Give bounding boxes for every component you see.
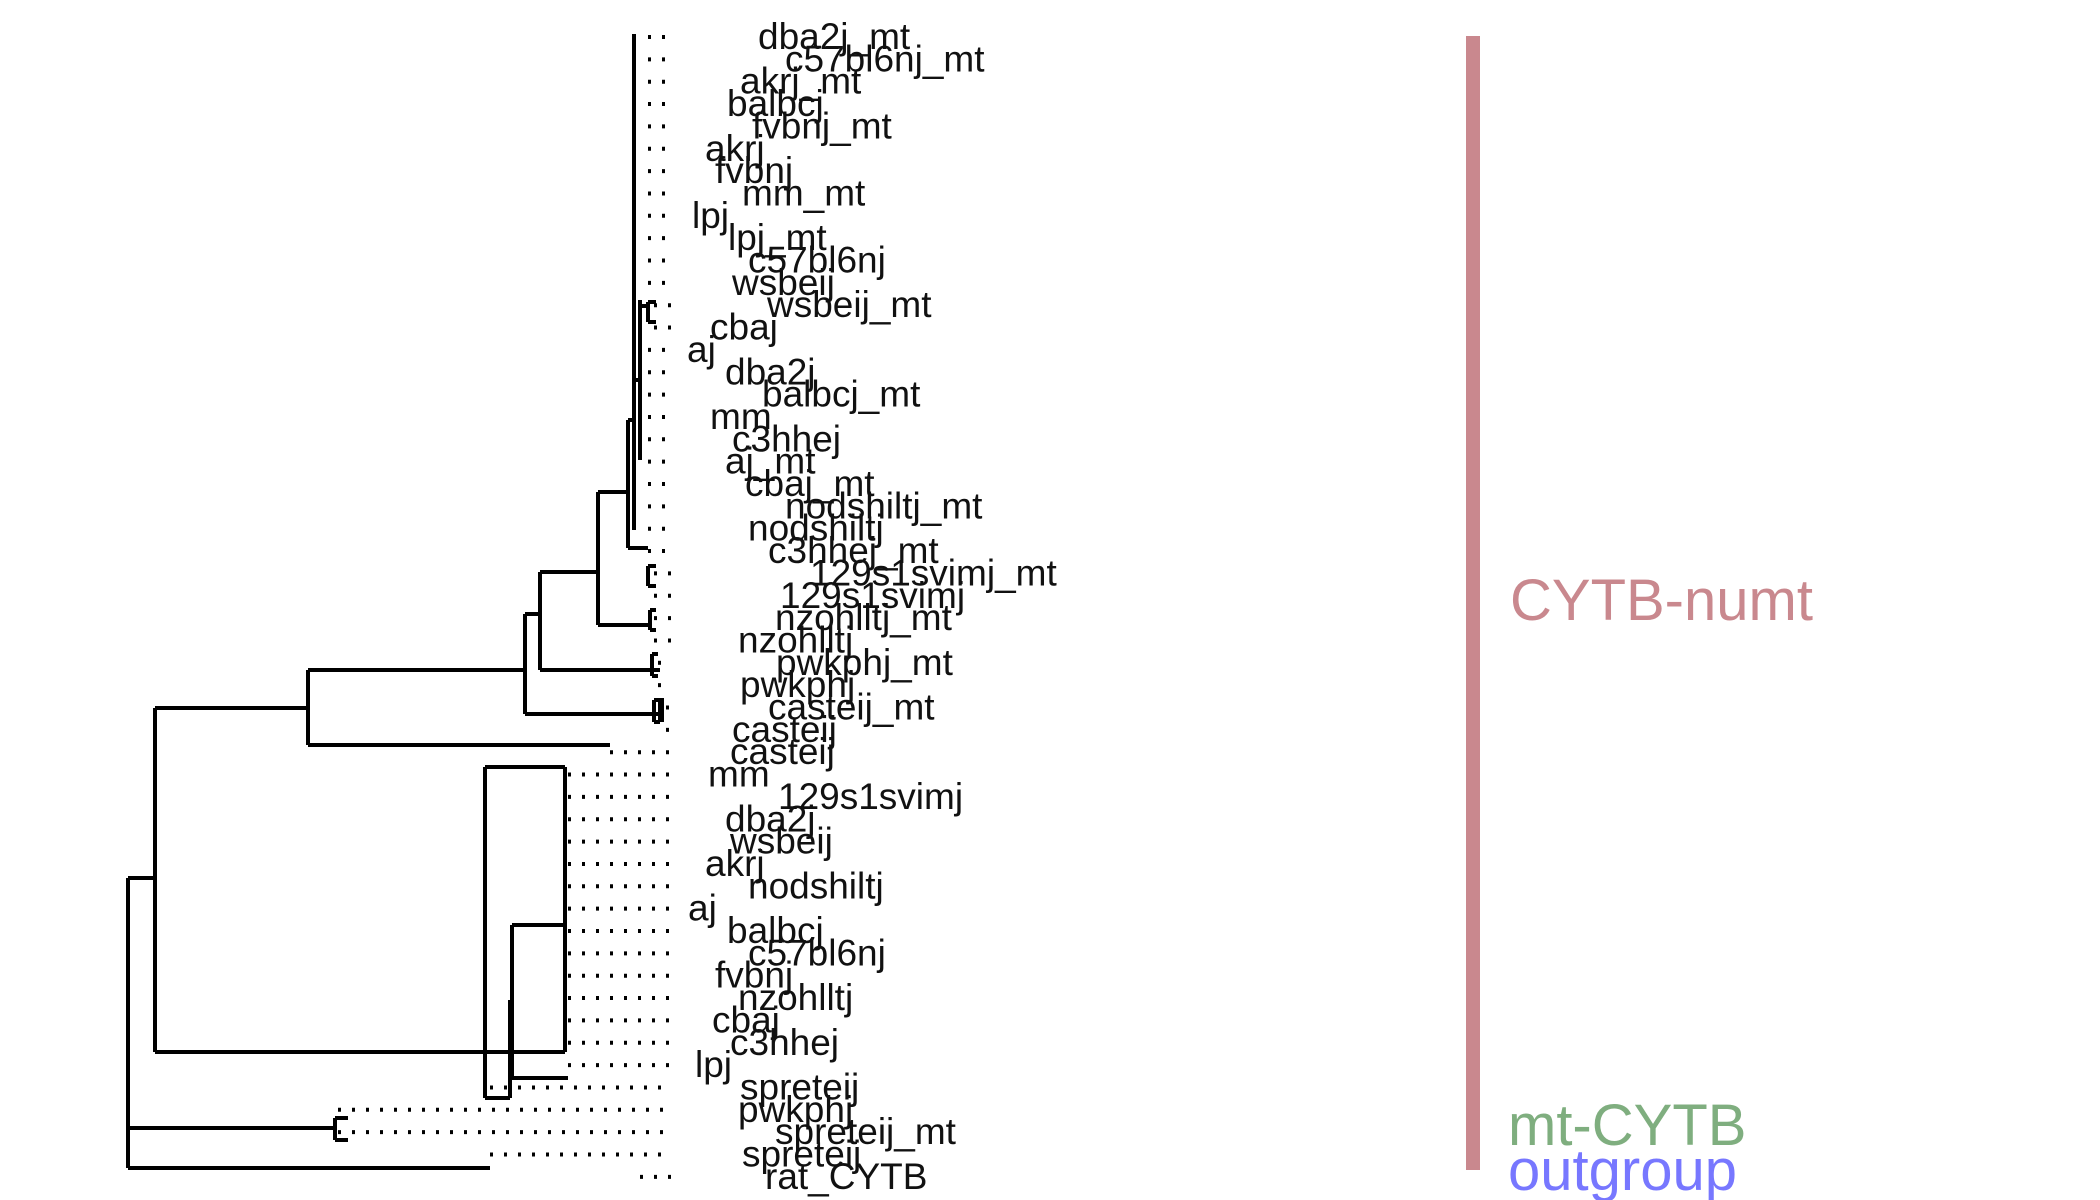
- cytb-numt-clade-label: CYTB-numt: [1510, 568, 1813, 633]
- tip-label: spreteij_mt: [775, 1111, 957, 1152]
- tip-label: balbcj: [727, 910, 824, 951]
- tip-label: spreteij: [740, 1066, 859, 1107]
- tip-label: mm: [708, 754, 770, 795]
- tip-label: nodshiltj: [748, 508, 884, 549]
- tip-label: nzohlltj: [738, 977, 853, 1018]
- tip-label: c57bl6nj: [748, 240, 886, 281]
- tip-label: lpj: [695, 1044, 732, 1085]
- tip-label: akrj: [705, 843, 765, 884]
- tip-label: wsbeij: [729, 821, 833, 862]
- tip-label: dba2j_mt: [758, 16, 911, 57]
- tip-label: 129s1svimj: [778, 776, 963, 817]
- outgroup-clade-label: outgroup: [1508, 1138, 1737, 1200]
- tip-label: c3hhej: [732, 418, 841, 459]
- tip-label: cbaj: [710, 307, 778, 348]
- tip-label: wsbeij: [731, 262, 835, 303]
- tip-label: fvbnj: [715, 955, 793, 996]
- tip-label: spreteij: [742, 1134, 861, 1175]
- tip-label: c57bl6nj_mt: [785, 38, 985, 79]
- tip-label: casteij: [732, 709, 837, 750]
- tip-label: casteij: [730, 731, 835, 772]
- tip-label: balbcj_mt: [762, 374, 921, 415]
- tip-label: mm: [710, 396, 772, 437]
- tip-label: fvbnj: [715, 150, 793, 191]
- tip-label: nodshiltj_mt: [785, 485, 983, 526]
- mt-cytb-clade-label: mt-CYTB: [1508, 1093, 1746, 1158]
- cytb-numt-clade-bar: [1466, 36, 1480, 1170]
- tip-labels: dba2j_mtc57bl6nj_mtakrj_mtbalbcjfvbnj_mt…: [687, 16, 1057, 1197]
- tip-label: rat_CYTB: [765, 1156, 927, 1197]
- tip-label: 129s1svimj: [780, 575, 965, 616]
- tip-label: dba2j: [725, 798, 816, 839]
- tip-label: akrj_mt: [740, 61, 862, 102]
- tip-label: casteij_mt: [768, 687, 935, 728]
- tip-label: akrj: [705, 128, 765, 169]
- tree-branches: [126, 34, 664, 1170]
- tip-leader-lines: [338, 35, 672, 1179]
- tip-label: cbaj_mt: [745, 463, 875, 504]
- tip-label: lpj: [692, 195, 729, 236]
- tip-label: fvbnj_mt: [752, 105, 893, 146]
- tip-label: mm_mt: [742, 172, 866, 213]
- tip-label: lpj_mt: [728, 217, 827, 258]
- tip-label: pwkphj: [738, 1089, 853, 1130]
- tip-label: aj_mt: [725, 441, 816, 482]
- tip-label: nodshiltj: [748, 865, 884, 906]
- tip-label: aj: [687, 329, 716, 370]
- tip-label: aj: [688, 888, 717, 929]
- tip-label: nzohlltj_mt: [775, 597, 953, 638]
- tip-label: pwkphj_mt: [776, 642, 954, 683]
- tip-label: dba2j: [725, 351, 816, 392]
- tip-label: c3hhej_mt: [768, 530, 939, 571]
- tip-label: pwkphj: [740, 664, 855, 705]
- tip-label: wsbeij_mt: [766, 284, 932, 325]
- tip-label: cbaj: [712, 999, 780, 1040]
- tip-label: c3hhej: [730, 1022, 839, 1063]
- tip-label: 129s1svimj_mt: [810, 552, 1057, 593]
- tip-label: balbcj: [727, 83, 824, 124]
- tip-label: c57bl6nj: [748, 932, 886, 973]
- tip-label: nzohlltj: [738, 619, 853, 660]
